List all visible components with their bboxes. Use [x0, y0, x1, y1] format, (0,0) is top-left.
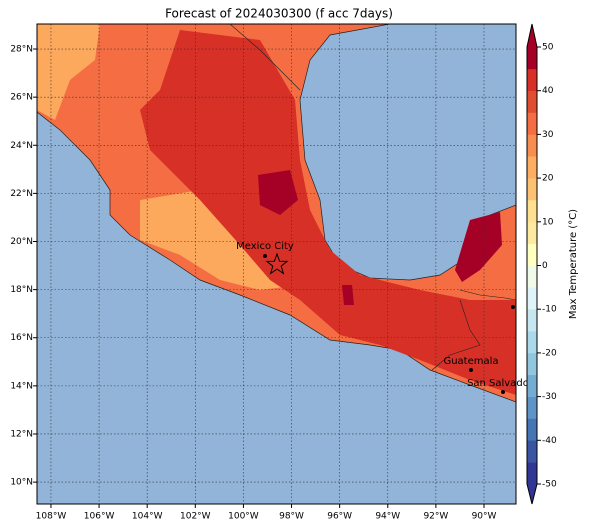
- x-tick-label: 96°W: [327, 512, 352, 522]
- y-tick-label: 20°N: [10, 237, 33, 247]
- colorbar-tick-label: -30: [542, 392, 557, 402]
- star-marker: [265, 252, 289, 275]
- colorbar-band: [527, 309, 537, 332]
- colorbar-band: [527, 418, 537, 441]
- colorbar-tick-label: -50: [542, 480, 557, 490]
- city-marker: [263, 254, 267, 258]
- colorbar: -50 -40 -30 -20 -10 0 10 20 30 40 50: [526, 23, 557, 505]
- colorbar-band: [527, 90, 537, 113]
- colorbar-band: [527, 374, 537, 397]
- colorbar-band: [527, 68, 537, 91]
- colorbar-band: [527, 462, 537, 485]
- colorbar-band: [527, 221, 537, 244]
- city-marker: [501, 390, 505, 394]
- land-hottest-patch: [258, 170, 502, 305]
- land-hot-patch: [140, 30, 516, 395]
- colorbar-band: [527, 134, 537, 157]
- colorbar-tick-label: 0: [542, 261, 548, 271]
- y-tick-label: 26°N: [10, 93, 33, 103]
- colorbar-band: [527, 352, 537, 376]
- y-tick-label: 14°N: [10, 381, 33, 391]
- city-label: San Salvador: [467, 378, 534, 389]
- y-tick-label: 12°N: [10, 429, 33, 439]
- city-label: Mexico City: [236, 241, 294, 252]
- colorbar-tick-label: 30: [542, 130, 554, 140]
- city-marker: [511, 305, 515, 309]
- colorbar-tick-label: 10: [542, 217, 554, 227]
- colorbar-tick-label: -40: [542, 436, 557, 446]
- colorbar-band: [527, 178, 537, 201]
- x-tick-label: 98°W: [279, 512, 304, 522]
- y-tick-label: 16°N: [10, 333, 33, 343]
- colorbar-extend-low: [527, 484, 537, 504]
- colorbar-band: [527, 199, 537, 223]
- colorbar-tick-label: 40: [542, 86, 554, 96]
- colorbar-band: [527, 440, 537, 463]
- border: [229, 24, 516, 371]
- y-tick-label: 10°N: [10, 478, 33, 488]
- x-tick-label: 100°W: [228, 512, 259, 522]
- colorbar-band: [527, 243, 537, 266]
- city-marker: [469, 368, 473, 372]
- colorbar-extend-high: [527, 24, 537, 47]
- colorbar-tick-label: 20: [542, 174, 554, 184]
- y-tick-label: 24°N: [10, 141, 33, 151]
- frame: [36, 23, 517, 505]
- title: Forecast of 2024030300 (f acc 7days): [165, 7, 393, 21]
- x-tick-label: 108°W: [36, 512, 67, 522]
- colorbar-band: [527, 331, 537, 354]
- y-tick-label: 18°N: [10, 285, 33, 295]
- x-tick-label: 106°W: [84, 512, 115, 522]
- grid-layer: [37, 24, 516, 504]
- x-tick-label: 94°W: [375, 512, 400, 522]
- colorbar-tick-label: -20: [542, 348, 557, 358]
- colorbar-band: [527, 265, 537, 288]
- colorbar-band: [527, 396, 537, 419]
- x-tick-label: 92°W: [423, 512, 448, 522]
- colorbar-band: [527, 287, 537, 310]
- y-tick-label: 28°N: [10, 45, 33, 55]
- city-label: Guatemala: [443, 356, 498, 367]
- colorbar-band: [527, 156, 537, 179]
- y-tick-label: 22°N: [10, 189, 33, 199]
- map-area: [37, 24, 516, 504]
- colorbar-band: [527, 47, 537, 70]
- colorbar-tick-label: 50: [542, 43, 554, 53]
- colorbar-label: Max Temperature (°C): [568, 209, 579, 319]
- colorbar-band: [527, 112, 537, 135]
- x-tick-label: 102°W: [180, 512, 211, 522]
- colorbar-tick-label: -10: [542, 305, 557, 315]
- x-tick-label: 90°W: [472, 512, 497, 522]
- x-tick-label: 104°W: [132, 512, 163, 522]
